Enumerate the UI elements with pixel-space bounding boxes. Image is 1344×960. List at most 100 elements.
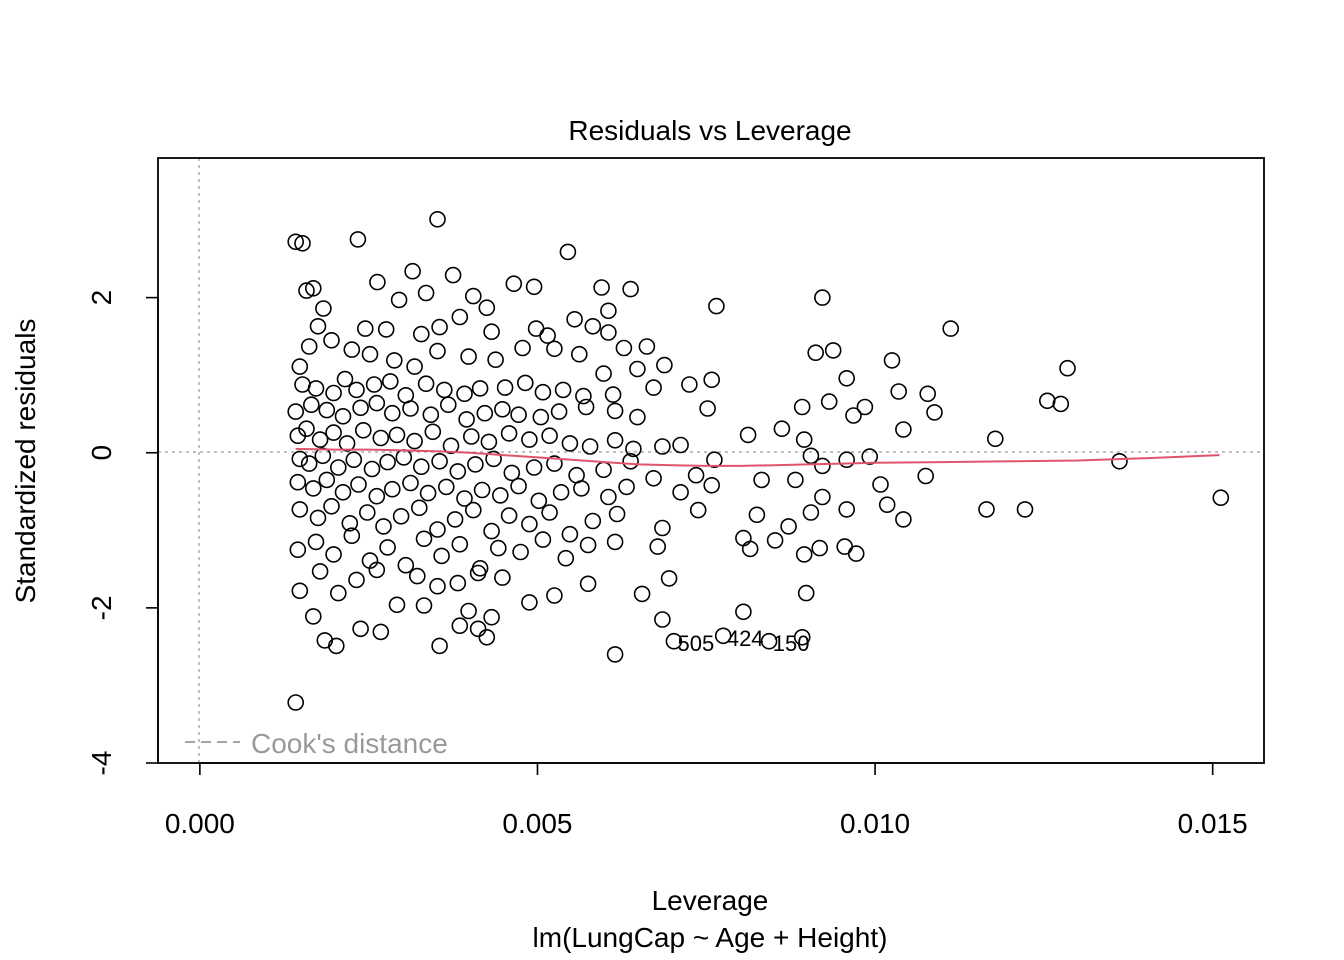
data-point	[489, 539, 507, 557]
data-point	[358, 504, 376, 521]
data-point	[780, 518, 797, 535]
data-point	[343, 341, 361, 358]
data-point	[581, 438, 599, 455]
data-point	[660, 570, 678, 587]
data-point	[505, 275, 523, 293]
data-point	[917, 467, 935, 485]
data-point	[309, 509, 327, 527]
data-point	[412, 458, 430, 476]
data-point	[329, 459, 347, 476]
data-point	[622, 452, 639, 470]
data-point	[478, 299, 496, 317]
data-point	[814, 457, 831, 475]
data-point	[354, 421, 372, 439]
data-point	[1039, 392, 1056, 410]
data-point	[600, 324, 617, 341]
data-point	[338, 435, 356, 452]
data-point	[618, 478, 635, 496]
data-point	[406, 358, 423, 375]
data-point	[300, 338, 318, 355]
data-point	[464, 501, 482, 519]
data-point	[622, 280, 639, 298]
data-point	[412, 325, 430, 343]
data-point	[406, 432, 423, 450]
data-point	[442, 437, 460, 455]
data-point	[417, 284, 435, 302]
data-point	[787, 471, 804, 489]
data-point	[503, 464, 521, 482]
data-point	[402, 400, 419, 417]
data-point	[424, 423, 442, 441]
point-label-505: 505	[678, 631, 715, 656]
data-point	[433, 547, 450, 565]
data-point	[462, 428, 480, 445]
data-point	[546, 340, 563, 358]
legend: Cook's distance	[185, 728, 448, 759]
data-point	[349, 231, 367, 248]
data-point	[476, 404, 494, 422]
data-point	[291, 582, 309, 600]
data-point	[514, 339, 531, 357]
data-point	[451, 308, 469, 326]
data-point	[311, 563, 329, 580]
data-point	[615, 339, 633, 357]
data-point	[570, 345, 588, 363]
data-point	[656, 356, 673, 374]
data-point	[883, 352, 901, 369]
data-point-424	[714, 627, 732, 645]
data-point	[410, 499, 428, 517]
data-point	[404, 262, 421, 280]
data-point	[469, 620, 487, 638]
data-point	[838, 501, 856, 518]
data-point	[318, 471, 336, 489]
data-point	[368, 487, 386, 505]
data-point	[595, 461, 612, 479]
data-point	[372, 623, 390, 641]
x-axis: 0.000 0.005 0.010 0.015	[165, 762, 1248, 839]
data-point	[795, 431, 813, 448]
data-point	[471, 380, 489, 397]
data-point	[510, 406, 527, 424]
data-point	[521, 594, 538, 611]
data-point	[291, 358, 309, 375]
data-point	[473, 481, 491, 499]
data-point	[464, 287, 482, 305]
data-point	[561, 525, 579, 543]
data-point	[388, 426, 406, 444]
data-point	[379, 453, 396, 471]
data-point-150	[760, 632, 778, 650]
data-point	[793, 398, 811, 416]
data-point	[352, 620, 369, 638]
data-point	[325, 384, 342, 402]
data-point	[566, 310, 583, 328]
data-point	[527, 320, 545, 337]
data-point	[291, 450, 309, 468]
data-point	[645, 379, 662, 396]
data-point	[706, 451, 723, 469]
data-point	[329, 584, 347, 602]
data-point	[793, 628, 811, 646]
data-point	[449, 574, 467, 592]
data-point	[654, 519, 671, 537]
point-label-150: 150	[773, 631, 810, 656]
data-point	[375, 518, 392, 535]
point-labels: 505 424 150	[678, 626, 810, 656]
data-point	[1052, 395, 1070, 413]
data-point	[494, 569, 511, 586]
data-point	[847, 545, 865, 562]
y-tick-label: -4	[86, 751, 117, 776]
data-point	[500, 507, 518, 524]
legend-label: Cook's distance	[251, 728, 448, 759]
data-point	[300, 455, 318, 472]
data-point	[606, 402, 624, 420]
data-point	[986, 430, 1004, 448]
y-axis-label: Standardized residuals	[10, 319, 41, 604]
data-point	[820, 393, 838, 410]
data-point	[352, 399, 369, 417]
data-point	[521, 515, 538, 533]
data-point	[431, 318, 448, 336]
data-point	[341, 514, 359, 532]
y-axis: -4 -2 0 2	[86, 290, 159, 776]
data-point	[708, 297, 725, 315]
